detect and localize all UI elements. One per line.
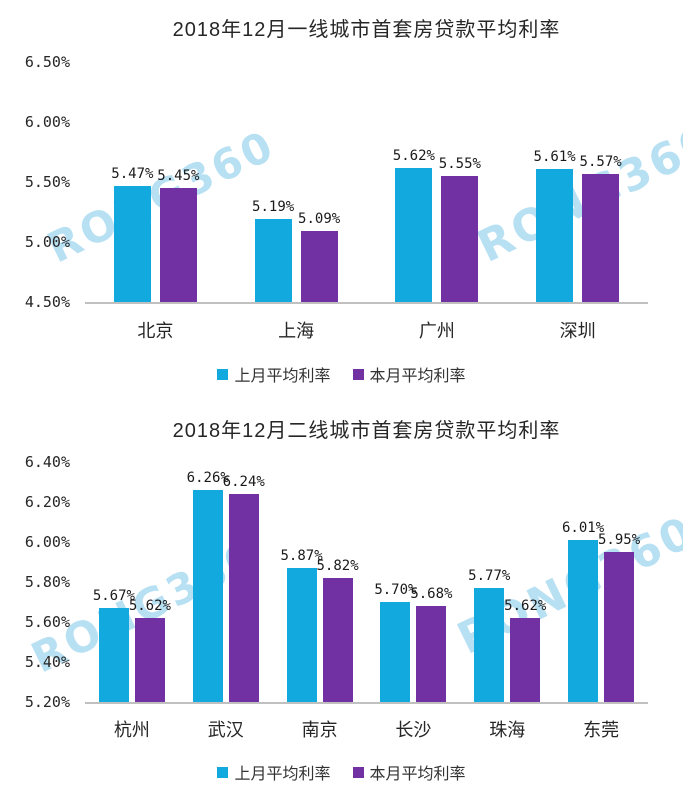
bar-value-label: 5.09% [298, 211, 341, 228]
category-label: 珠海 [489, 720, 526, 740]
bar-value-label: 5.57% [579, 153, 622, 170]
x-axis-line [85, 302, 648, 304]
legend-item-last-month: 上月平均利率 [217, 362, 331, 386]
bar-value-label: 5.82% [316, 558, 359, 574]
legend-item-last-month: 上月平均利率 [217, 760, 331, 784]
bar-value-label: 5.68% [410, 586, 453, 602]
y-axis-tick-label: 5.60% [24, 613, 70, 631]
category-label: 南京 [301, 720, 338, 740]
bar-last-month [380, 602, 411, 702]
bar-last-month [113, 185, 151, 302]
bar-this-month [300, 231, 338, 302]
legend-swatch-this-month [352, 368, 364, 380]
bar-last-month [192, 490, 223, 702]
bar-this-month [604, 552, 635, 702]
bar-value-label: 5.62% [504, 598, 547, 614]
y-axis-tick-label: 5.20% [24, 693, 70, 711]
category-label: 深圳 [559, 321, 596, 341]
chart1-legend: 上月平均利率 本月平均利率 [0, 362, 683, 386]
x-axis-line [85, 702, 648, 704]
bar-value-label: 6.01% [562, 520, 605, 536]
chart2-legend: 上月平均利率 本月平均利率 [0, 760, 683, 784]
bar-value-label: 5.55% [438, 156, 481, 172]
bar-value-label: 5.61% [533, 148, 576, 165]
category-label: 上海 [278, 321, 315, 341]
y-axis-tick-label: 5.80% [24, 573, 70, 591]
bar-this-month [510, 618, 541, 702]
bar-value-label: 5.95% [598, 532, 641, 548]
y-axis-tick-label: 5.40% [24, 653, 70, 671]
category-label: 杭州 [113, 720, 150, 740]
category-label: 广州 [418, 321, 455, 341]
category-label: 武汉 [207, 720, 244, 740]
bar-value-label: 5.45% [157, 168, 200, 184]
bar-last-month [286, 568, 317, 702]
bar-this-month [322, 578, 353, 702]
bar-this-month [228, 494, 259, 702]
bar-this-month [416, 606, 447, 702]
y-axis-tick-label: 6.20% [24, 493, 70, 511]
category-label: 北京 [137, 321, 174, 341]
category-label: 东莞 [583, 720, 620, 740]
bar-value-label: 5.62% [128, 598, 171, 614]
legend-label: 本月平均利率 [369, 766, 466, 783]
bar-last-month [254, 219, 292, 302]
legend-label: 上月平均利率 [234, 368, 331, 385]
y-axis-tick-label: 4.50% [24, 293, 70, 311]
y-axis-tick-label: 5.00% [24, 233, 70, 251]
bar-value-label: 5.67% [92, 588, 135, 604]
legend-label: 本月平均利率 [369, 368, 466, 385]
bar-last-month [395, 167, 433, 302]
y-axis-tick-label: 5.50% [24, 173, 70, 191]
bar-value-label: 5.47% [111, 165, 154, 182]
bar-value-label: 6.26% [186, 470, 229, 486]
bar-this-month [582, 173, 620, 302]
bar-value-label: 5.87% [280, 548, 323, 564]
bar-last-month [536, 168, 574, 302]
chart2-title: 2018年12月二线城市首套房贷款平均利率 [172, 420, 561, 442]
y-axis-tick-label: 6.40% [24, 453, 70, 471]
bar-last-month [98, 608, 129, 702]
legend-item-this-month: 本月平均利率 [352, 362, 466, 386]
chart1-title: 2018年12月一线城市首套房贷款平均利率 [172, 19, 561, 41]
bar-this-month [159, 188, 197, 302]
bar-value-label: 5.62% [392, 147, 435, 164]
bar-value-label: 5.77% [468, 568, 511, 584]
legend-swatch-this-month [352, 766, 364, 778]
legend-swatch-last-month [217, 368, 229, 380]
bar-last-month [474, 588, 505, 702]
bar-this-month [441, 176, 479, 302]
y-axis-tick-label: 6.00% [24, 533, 70, 551]
legend-swatch-last-month [217, 766, 229, 778]
bar-value-label: 5.19% [252, 199, 295, 216]
legend-item-this-month: 本月平均利率 [352, 760, 466, 784]
y-axis-tick-label: 6.00% [24, 113, 70, 131]
bar-value-label: 6.24% [222, 474, 265, 490]
legend-label: 上月平均利率 [234, 766, 331, 783]
bar-this-month [134, 618, 165, 702]
bar-last-month [568, 540, 599, 702]
y-axis-tick-label: 6.50% [24, 53, 70, 71]
category-label: 长沙 [395, 720, 432, 740]
bar-value-label: 5.70% [374, 582, 417, 598]
